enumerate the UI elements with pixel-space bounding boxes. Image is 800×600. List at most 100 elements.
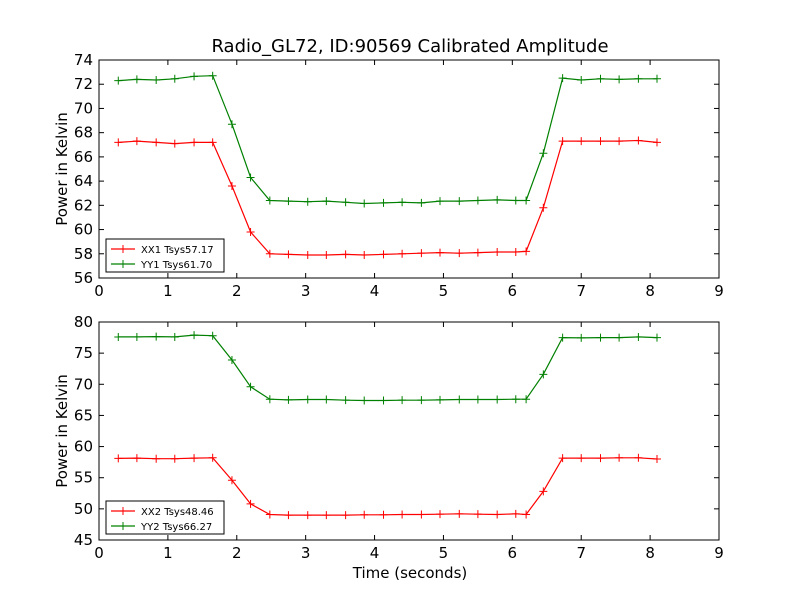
bottom-plot-series-0-point <box>152 454 161 463</box>
top-plot-x-tick-label: 9 <box>714 282 724 300</box>
top-plot-series-0-point <box>265 249 274 258</box>
bottom-plot-series-1-point <box>634 332 643 341</box>
top-plot-series-0-point <box>114 138 123 147</box>
top-plot-series-0-point <box>436 248 444 257</box>
top-plot-x-tick-label: 1 <box>163 282 173 300</box>
top-plot-series-1-point <box>577 75 586 84</box>
top-plot-legend-label-1: YY1 Tsys61.70 <box>140 260 212 271</box>
bottom-plot-x-tick-label: 4 <box>370 544 380 562</box>
top-plot-series-1-point <box>522 196 531 205</box>
bottom-plot-series-1-point <box>417 396 426 405</box>
x-axis-label: Time (seconds) <box>352 564 468 582</box>
bottom-plot-legend-label-1: YY2 Tsys66.27 <box>140 522 212 533</box>
bottom-plot-series-1-point <box>653 333 661 342</box>
bottom-plot-series-1-point <box>539 370 548 379</box>
top-plot-series-1-point <box>596 74 605 83</box>
bottom-plot-series-0-point <box>493 510 502 519</box>
bottom-plot-series-0-point <box>265 510 274 519</box>
bottom-plot-y-tick-label: 70 <box>74 375 93 393</box>
top-plot-series-0-point <box>493 247 502 256</box>
top-plot-series-1-point <box>615 75 624 84</box>
bottom-plot-series-1-point <box>558 333 567 342</box>
top-plot-series-0-point <box>341 250 350 259</box>
bottom-plot-series-0-point <box>653 455 661 464</box>
bottom-plot-x-tick-label: 7 <box>576 544 586 562</box>
top-plot-series-0-point <box>615 137 624 146</box>
top-plot-series-1-point <box>558 74 567 83</box>
bottom-plot-series-0-point <box>132 454 141 463</box>
bottom-plot-series-0-point <box>208 453 217 462</box>
bottom-plot-series-0-point <box>511 509 520 518</box>
bottom-plot-y-tick-label: 55 <box>74 469 93 487</box>
bottom-plot-series-1-point <box>398 396 407 405</box>
top-plot-series-1-point <box>208 71 217 80</box>
bottom-plot-series-1-point <box>132 332 141 341</box>
top-plot-y-tick-label: 66 <box>74 148 93 166</box>
top-plot-series-1-point <box>511 196 520 205</box>
bottom-plot-series-0-point <box>379 510 388 519</box>
figure-title: Radio_GL72, ID:90569 Calibrated Amplitud… <box>211 36 608 57</box>
bottom-plot-series-1-point <box>303 395 312 404</box>
top-plot-series-1-point <box>132 75 141 84</box>
bottom-plot-series-0-point <box>170 454 179 463</box>
top-plot-series-1-point <box>634 74 643 83</box>
top-plot-series-1-point <box>436 197 444 206</box>
bottom-plot-series-1-point <box>493 395 502 404</box>
top-plot-series-0-point <box>322 250 331 259</box>
bottom-plot-series-1-point <box>190 331 199 340</box>
top-plot-series-1-point <box>227 120 236 129</box>
bottom-plot-legend-marker-0 <box>119 507 127 515</box>
bottom-plot-series-1-point <box>227 355 236 364</box>
top-plot-series-1-point <box>284 197 293 206</box>
top-plot-series-1-point <box>190 72 199 81</box>
bottom-plot-legend-marker-1 <box>119 522 127 530</box>
top-plot-y-tick-label: 60 <box>74 221 93 239</box>
top-plot-series-0-point <box>539 203 548 212</box>
bottom-plot-series-0-point <box>398 510 407 519</box>
top-plot-series-0-point <box>634 136 643 145</box>
top-plot-series-1-point <box>360 199 369 208</box>
top-plot-series-1-point <box>379 198 388 207</box>
bottom-plot-y-tick-label: 65 <box>74 406 93 424</box>
top-plot-series-1-point <box>341 198 350 207</box>
bottom-plot-series-1-point <box>246 382 255 391</box>
bottom-plot-legend-box <box>105 500 225 535</box>
bottom-plot-series-1-point <box>511 395 520 404</box>
top-plot-y-tick-label: 68 <box>74 124 93 142</box>
top-plot-y-tick-label: 70 <box>74 99 93 117</box>
top-plot-y-tick-label: 74 <box>74 51 93 69</box>
bottom-plot-x-tick-label: 3 <box>301 544 311 562</box>
bottom-plot-y-tick-label: 60 <box>74 438 93 456</box>
top-plot-series-1-point <box>473 196 482 205</box>
bottom-plot-series-1-point <box>322 395 331 404</box>
top-plot-series-0-point <box>596 137 605 146</box>
top-plot-series-1-point <box>152 75 161 84</box>
bottom-plot-series-0-point <box>360 510 369 519</box>
bottom-plot-series-1-point <box>473 395 482 404</box>
top-plot-x-tick-label: 4 <box>370 282 380 300</box>
bottom-plot-series-1-point <box>379 396 388 405</box>
top-plot-x-tick-label: 8 <box>645 282 655 300</box>
top-plot-y-tick-label: 56 <box>74 269 93 287</box>
bottom-plot-series-0-point <box>190 454 199 463</box>
bottom-plot-series-1-point <box>615 333 624 342</box>
top-plot-series-1-point <box>303 197 312 206</box>
bottom-plot-series-1-point <box>577 333 586 342</box>
bottom-plot-series-0-point <box>577 454 586 463</box>
bottom-plot-series-1-point <box>284 395 293 404</box>
bottom-plot-x-tick-label: 1 <box>163 544 173 562</box>
top-plot-legend-marker-0 <box>119 245 127 253</box>
bottom-plot-series-0-point <box>114 454 123 463</box>
bottom-plot-frame <box>98 321 720 541</box>
bottom-plot-y-tick-label: 75 <box>74 344 93 362</box>
top-plot-series-0-point <box>379 250 388 259</box>
bottom-plot-series-0-point <box>246 499 255 508</box>
bottom-plot-series-1-point <box>152 332 161 341</box>
top-plot-series-1-point <box>539 149 548 158</box>
top-plot-series-1-point <box>114 76 123 85</box>
top-plot-x-tick-label: 3 <box>301 282 311 300</box>
top-plot-series-0-point <box>398 249 407 258</box>
